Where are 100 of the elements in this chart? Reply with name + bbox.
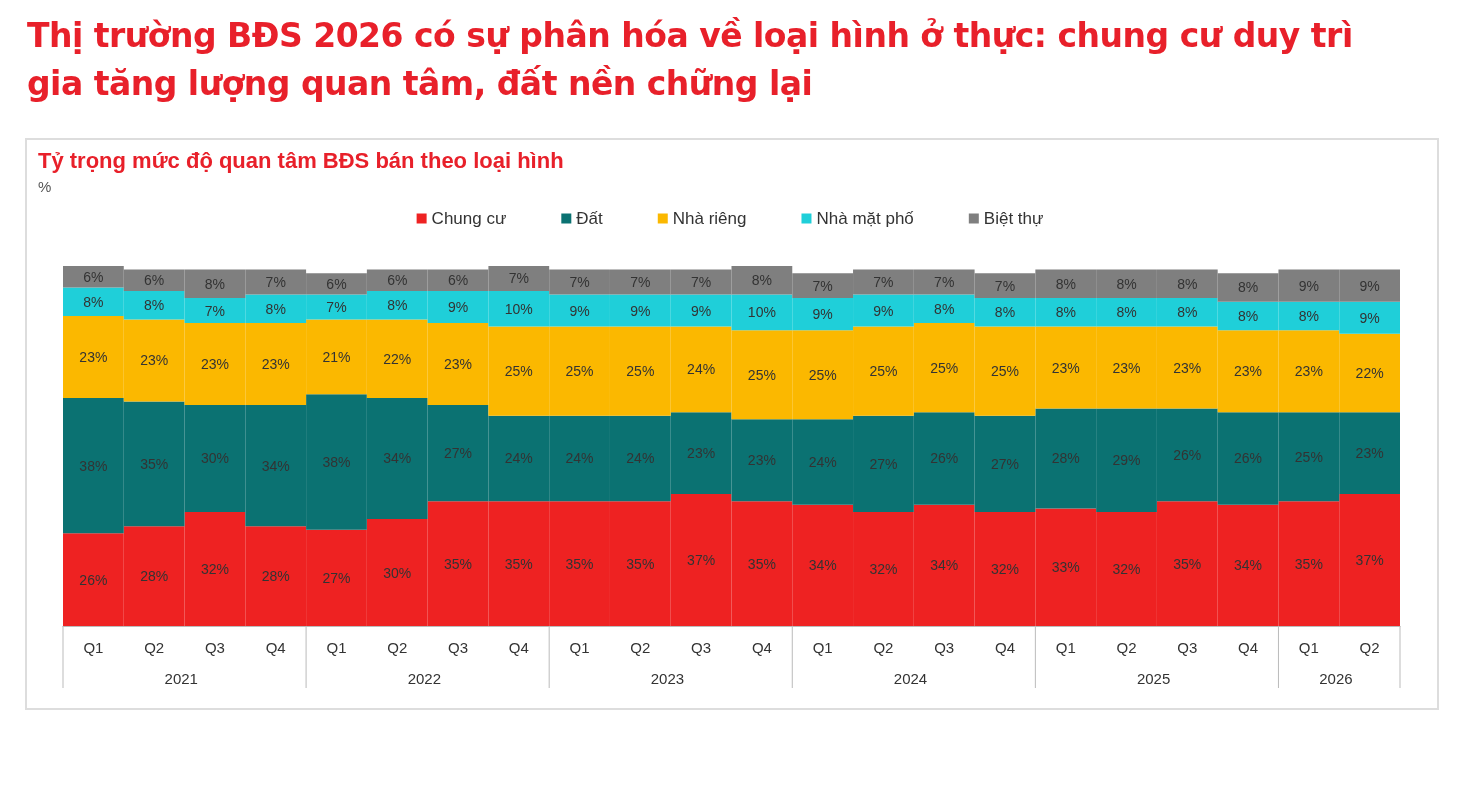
data-label: 6% — [447, 272, 469, 289]
data-label: 25% — [626, 363, 655, 380]
data-label: 25% — [808, 366, 837, 383]
data-label: 35% — [504, 555, 533, 572]
data-label: 25% — [1294, 448, 1323, 465]
data-label: 9% — [569, 302, 590, 319]
data-label: 8% — [1237, 279, 1259, 296]
x-tick-label: Q1 — [812, 639, 833, 656]
data-label: 37% — [687, 552, 716, 569]
data-label: 27% — [322, 569, 351, 586]
data-label: 26% — [79, 571, 108, 588]
data-label: 6% — [144, 272, 165, 289]
data-label: 8% — [83, 293, 104, 310]
data-label: 23% — [140, 352, 169, 369]
data-label: 37% — [1355, 552, 1384, 569]
data-label: 23% — [1112, 359, 1141, 376]
data-label: 34% — [930, 557, 959, 574]
data-label: 28% — [1051, 450, 1080, 467]
data-label: 35% — [565, 555, 594, 572]
data-label: 23% — [1234, 363, 1263, 380]
data-label: 25% — [747, 366, 776, 383]
data-label: 24% — [808, 454, 837, 471]
data-label: 7% — [569, 274, 590, 291]
data-label: 33% — [1051, 559, 1080, 576]
data-label: 10% — [504, 300, 533, 317]
x-tick-label: Q4 — [508, 639, 529, 656]
data-label: 7% — [508, 270, 529, 287]
data-label: 8% — [934, 300, 955, 317]
text: 2021 — [164, 670, 198, 687]
legend-label: Nhà riêng — [672, 209, 747, 228]
data-label: 25% — [869, 363, 898, 380]
data-label: 7% — [265, 274, 286, 291]
data-label: 26% — [1173, 446, 1202, 463]
data-label: 9% — [447, 298, 469, 315]
data-label: 23% — [1355, 445, 1384, 462]
data-label: 28% — [140, 568, 169, 585]
x-tick-label: Q2 — [144, 639, 165, 656]
data-label: 30% — [383, 564, 412, 581]
data-label: 7% — [630, 274, 651, 291]
y-axis-title: % — [38, 178, 52, 195]
data-label: 6% — [83, 268, 104, 285]
legend-label: Chung cư — [431, 209, 507, 228]
data-label: 27% — [869, 455, 898, 472]
data-label: 8% — [1116, 275, 1137, 292]
data-label: 8% — [1055, 275, 1076, 292]
x-tick-label: Q1 — [569, 639, 590, 656]
data-label: 7% — [873, 274, 894, 291]
legend-label: Nhà mặt phố — [816, 209, 915, 228]
data-label: 8% — [1237, 307, 1259, 324]
data-label: 23% — [1173, 359, 1202, 376]
x-tick-label: Q3 — [448, 639, 469, 656]
data-label: 7% — [812, 277, 833, 294]
data-label: 8% — [387, 297, 408, 314]
data-label: 8% — [1177, 304, 1198, 321]
data-label: 7% — [691, 274, 712, 291]
x-tick-label: Q2 — [1359, 639, 1380, 656]
data-label: 9% — [630, 302, 651, 319]
data-label: 9% — [873, 302, 894, 319]
data-label: 8% — [751, 272, 772, 289]
data-label: 8% — [204, 275, 226, 292]
x-tick-label: Q4 — [751, 639, 772, 656]
data-label: 25% — [504, 363, 533, 380]
data-label: 23% — [687, 445, 716, 462]
data-label: 21% — [322, 348, 351, 365]
data-label: 9% — [691, 302, 712, 319]
data-label: 9% — [812, 306, 833, 323]
data-label: 35% — [444, 555, 473, 572]
data-label: 29% — [1112, 452, 1141, 469]
data-label: 32% — [990, 560, 1019, 577]
data-label: 35% — [626, 555, 655, 572]
data-label: 8% — [1298, 307, 1319, 324]
text: 2026 — [1319, 670, 1353, 687]
data-label: 23% — [79, 348, 108, 365]
data-label: 8% — [144, 297, 165, 314]
data-label: 23% — [1051, 359, 1080, 376]
x-tick-label: Q1 — [83, 639, 104, 656]
data-label: 26% — [930, 450, 959, 467]
text: 2022 — [407, 670, 442, 687]
data-label: 32% — [869, 560, 898, 577]
data-label: 22% — [1355, 364, 1384, 381]
data-label: 30% — [200, 450, 229, 467]
data-label: 8% — [1177, 275, 1198, 292]
x-tick-label: Q3 — [934, 639, 955, 656]
data-label: 24% — [687, 361, 716, 378]
data-label: 28% — [261, 568, 290, 585]
data-label: 9% — [1359, 309, 1380, 326]
data-label: 34% — [1234, 557, 1263, 574]
x-tick-label: Q1 — [1055, 639, 1076, 656]
x-tick-label: Q3 — [691, 639, 712, 656]
data-label: 27% — [444, 445, 473, 462]
data-label: 23% — [747, 452, 776, 469]
data-label: 26% — [1234, 450, 1263, 467]
x-tick-label: Q1 — [326, 639, 347, 656]
data-label: 24% — [504, 450, 533, 467]
data-label: 9% — [1359, 277, 1380, 294]
data-label: 25% — [930, 359, 959, 376]
chart-subtitle: Tỷ trọng mức độ quan tâm BĐS bán theo loại hình — [38, 148, 564, 174]
data-label: 35% — [1294, 555, 1323, 572]
data-label: 32% — [1112, 560, 1141, 577]
data-label: 7% — [204, 302, 226, 319]
